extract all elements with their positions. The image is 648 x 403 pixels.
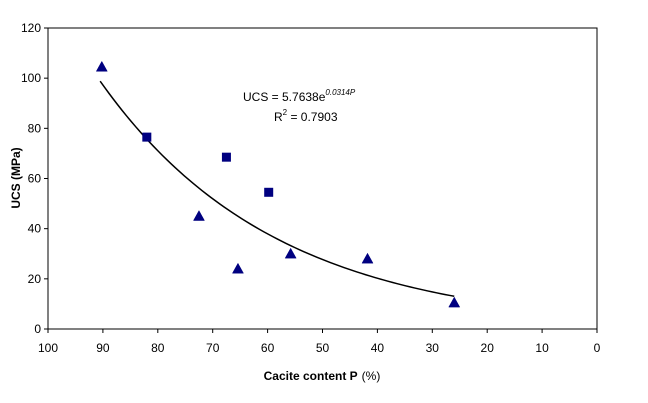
y-tick-label: 40 [28,222,42,236]
triangle-marker [284,247,297,259]
y-axis-title: UCS (MPa) [9,147,23,208]
data-markers [95,60,461,308]
triangle-marker [193,210,205,221]
x-axis-unit: (%) [362,369,381,383]
x-tick-label: 20 [481,341,495,355]
triangle-marker [95,60,108,72]
y-tick-label: 0 [34,322,41,336]
exponential-trendline [99,80,455,298]
x-tick-label: 0 [594,341,601,355]
x-tick-label: 30 [426,341,440,355]
y-axis-ticks: 0 20 40 60 80 100 120 [21,21,48,336]
triangle-marker [361,252,374,264]
x-tick-label: 100 [38,341,58,355]
triangle-marker [448,296,461,308]
x-axis-title: Cacite content P (%) [264,369,381,383]
plot-area [47,27,598,330]
trendline-group [99,80,455,298]
equation-text: UCS = 5.7638e [243,90,326,104]
x-axis-ticks: 100 90 80 70 60 50 40 30 20 10 0 [38,329,601,355]
triangle-marker [232,262,244,274]
x-tick-label: 80 [151,341,165,355]
y-tick-label: 100 [21,71,41,85]
equation-annotation: UCS = 5.7638e0.0314P [243,88,356,104]
y-tick-label: 60 [28,172,42,186]
x-axis-title-text: Cacite content P [264,369,358,383]
square-marker [221,152,231,162]
x-tick-label: 10 [535,341,549,355]
square-marker [142,132,152,142]
x-tick-label: 70 [206,341,220,355]
x-tick-label: 50 [316,341,330,355]
square-marker [264,187,274,197]
y-tick-label: 80 [28,121,42,135]
equation-exponent: 0.0314P [325,88,355,97]
y-tick-label: 20 [28,272,42,286]
r-squared-value: = 0.7903 [287,110,338,124]
x-tick-label: 60 [261,341,275,355]
x-tick-label: 90 [96,341,110,355]
y-tick-label: 120 [21,21,41,35]
r-squared-annotation: R2 = 0.7903 [274,108,338,124]
r-squared-symbol: R [274,110,283,124]
x-tick-label: 40 [371,341,385,355]
r-squared-exponent: 2 [283,108,288,117]
